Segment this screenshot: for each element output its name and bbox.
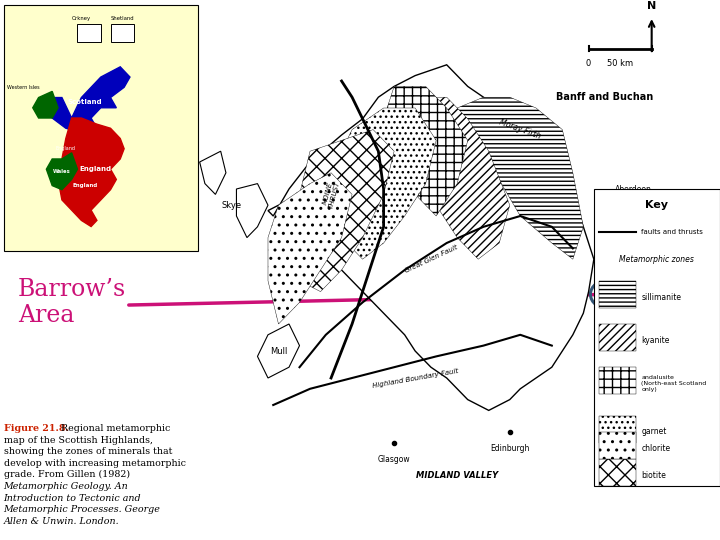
Bar (599, 281, 636, 308)
Text: Regional metamorphic: Regional metamorphic (58, 424, 170, 433)
Text: Moray Firth: Moray Firth (498, 118, 542, 141)
Text: MOINE
THRUST: MOINE THRUST (321, 179, 341, 210)
Bar (599, 432, 636, 459)
Text: kyanite: kyanite (641, 336, 670, 345)
Text: Aberdeen: Aberdeen (615, 185, 652, 193)
Text: 50 km: 50 km (607, 59, 633, 69)
Polygon shape (199, 151, 226, 194)
Text: Key: Key (645, 200, 668, 210)
Bar (599, 459, 636, 486)
Text: develop with increasing metamorphic: develop with increasing metamorphic (4, 459, 186, 468)
Text: Barrow's
Area: Barrow's Area (615, 206, 648, 226)
Polygon shape (384, 86, 468, 216)
Text: 0: 0 (586, 59, 591, 69)
Polygon shape (42, 67, 130, 132)
Text: England: England (56, 146, 76, 151)
Text: Introduction to Tectonic and: Introduction to Tectonic and (4, 494, 141, 503)
Polygon shape (457, 97, 583, 259)
Text: Banff and Buchan: Banff and Buchan (556, 92, 653, 102)
Bar (599, 416, 636, 443)
Text: Glasgow: Glasgow (378, 455, 410, 463)
Polygon shape (405, 97, 510, 259)
Text: Shetland: Shetland (111, 16, 134, 21)
Text: England: England (73, 183, 98, 188)
Text: grade. From Gillen (1982): grade. From Gillen (1982) (4, 470, 130, 480)
Text: garnet: garnet (641, 428, 667, 436)
Text: Barrow’s
Area: Barrow’s Area (18, 278, 126, 327)
Text: Figure 21.8.: Figure 21.8. (4, 424, 68, 433)
Text: Allen & Unwin. London.: Allen & Unwin. London. (4, 517, 120, 526)
Polygon shape (268, 65, 594, 410)
Text: sillimanite: sillimanite (641, 293, 681, 301)
Text: Metamorphic Processes. George: Metamorphic Processes. George (4, 505, 161, 514)
Text: Scotland: Scotland (68, 99, 102, 105)
Text: Skye: Skye (221, 201, 241, 210)
Polygon shape (33, 91, 58, 118)
Text: Orkney: Orkney (72, 16, 91, 21)
Text: Great Glen Fault: Great Glen Fault (403, 244, 459, 274)
Text: Highland Boundary Fault: Highland Boundary Fault (372, 367, 459, 389)
Polygon shape (236, 184, 268, 238)
Bar (599, 324, 636, 351)
Text: faults and thrusts: faults and thrusts (641, 229, 703, 235)
Bar (111, 24, 134, 42)
Bar (594, 189, 720, 486)
Polygon shape (258, 324, 300, 378)
Text: England: England (79, 166, 111, 172)
Polygon shape (268, 173, 352, 324)
Polygon shape (331, 108, 436, 259)
Text: Western Isles: Western Isles (7, 85, 40, 90)
Bar (599, 367, 636, 394)
Polygon shape (289, 130, 394, 292)
Text: Metamorphic Geology. An: Metamorphic Geology. An (4, 482, 128, 491)
Text: MIDLAND VALLEY: MIDLAND VALLEY (416, 471, 498, 480)
Text: andalusite
(North-east Scotland
only): andalusite (North-east Scotland only) (641, 375, 706, 391)
Text: Metamorphic zones: Metamorphic zones (619, 255, 694, 264)
Text: chlorite: chlorite (641, 444, 670, 453)
Polygon shape (58, 118, 124, 226)
Text: Mull: Mull (270, 347, 287, 355)
Polygon shape (46, 153, 78, 190)
Text: Edinburgh: Edinburgh (490, 444, 529, 453)
Text: biotite: biotite (641, 471, 666, 480)
Text: Wales: Wales (53, 168, 71, 174)
Text: map of the Scottish Highlands,: map of the Scottish Highlands, (4, 435, 153, 444)
Text: N: N (647, 1, 657, 11)
Text: showing the zones of minerals that: showing the zones of minerals that (4, 447, 172, 456)
Bar (78, 24, 101, 42)
FancyBboxPatch shape (4, 5, 198, 251)
